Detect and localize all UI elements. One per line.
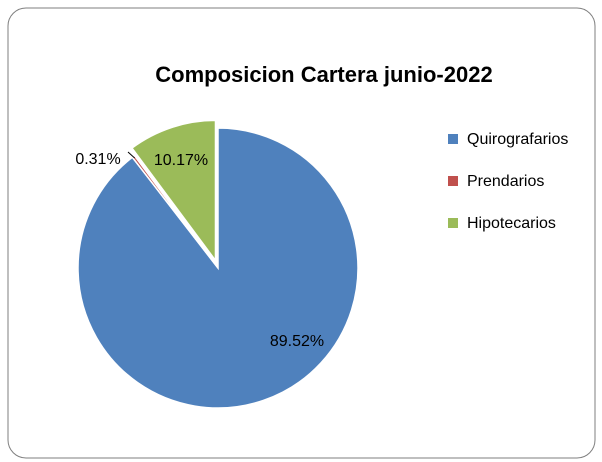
chart-title: Composicion Cartera junio-2022 xyxy=(155,62,492,87)
data-label: 10.17% xyxy=(154,152,208,169)
legend-label: Hipotecarios xyxy=(467,215,556,232)
data-label: 0.31% xyxy=(75,151,120,168)
legend-swatch xyxy=(448,176,458,186)
leader-line xyxy=(127,151,135,159)
legend-label: Quirografarios xyxy=(467,131,568,148)
legend-label: Prendarios xyxy=(467,173,544,190)
legend-swatch xyxy=(448,218,458,228)
legend-swatch xyxy=(448,134,458,144)
pie-slice xyxy=(130,119,217,263)
data-label: 89.52% xyxy=(270,333,324,350)
